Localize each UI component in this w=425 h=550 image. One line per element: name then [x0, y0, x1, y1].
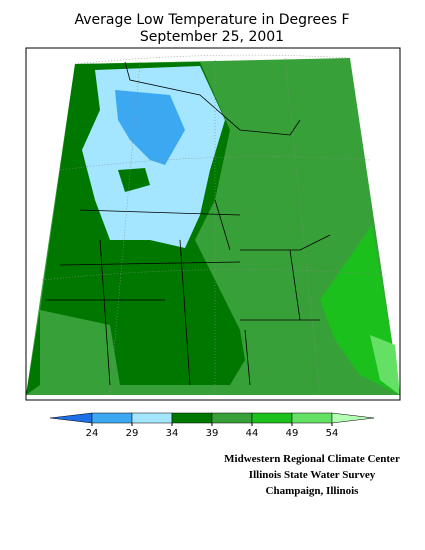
- colorbar-segment: [131, 412, 173, 424]
- colorbar-arrow: [331, 412, 375, 424]
- colorbar-tick-label: 49: [286, 428, 299, 439]
- region: [115, 90, 185, 165]
- region: [118, 168, 150, 192]
- colorbar-tick-label: 54: [326, 428, 339, 439]
- colorbar-segment: [91, 412, 133, 424]
- map-frame: [25, 47, 401, 401]
- region: [232, 135, 295, 250]
- colorbar-segment: [251, 412, 293, 424]
- map: [25, 47, 401, 401]
- title-line: Average Low Temperature in Degrees F: [74, 12, 349, 28]
- colorbar-tick-label: 34: [166, 428, 179, 439]
- colorbar-tick-label: 24: [86, 428, 99, 439]
- colorbar: 24 29 34 39 44 49 54: [49, 412, 375, 439]
- credit: Midwestern Regional Climate Center: [224, 453, 400, 465]
- colorbar-tick-label: 44: [246, 428, 259, 439]
- colorbar-tick-label: 29: [126, 428, 139, 439]
- colorbar-arrow: [49, 412, 93, 424]
- region: [40, 310, 120, 385]
- colorbar-segment: [171, 412, 213, 424]
- region: [370, 335, 400, 395]
- title-line: September 25, 2001: [140, 29, 284, 45]
- colorbar-segment: [291, 412, 333, 424]
- state-lines: [45, 61, 331, 386]
- colorbar-segment: [211, 412, 253, 424]
- credit: Illinois State Water Survey: [249, 469, 376, 481]
- colorbar-tick-label: 39: [206, 428, 219, 439]
- credit: Champaign, Illinois: [266, 485, 360, 497]
